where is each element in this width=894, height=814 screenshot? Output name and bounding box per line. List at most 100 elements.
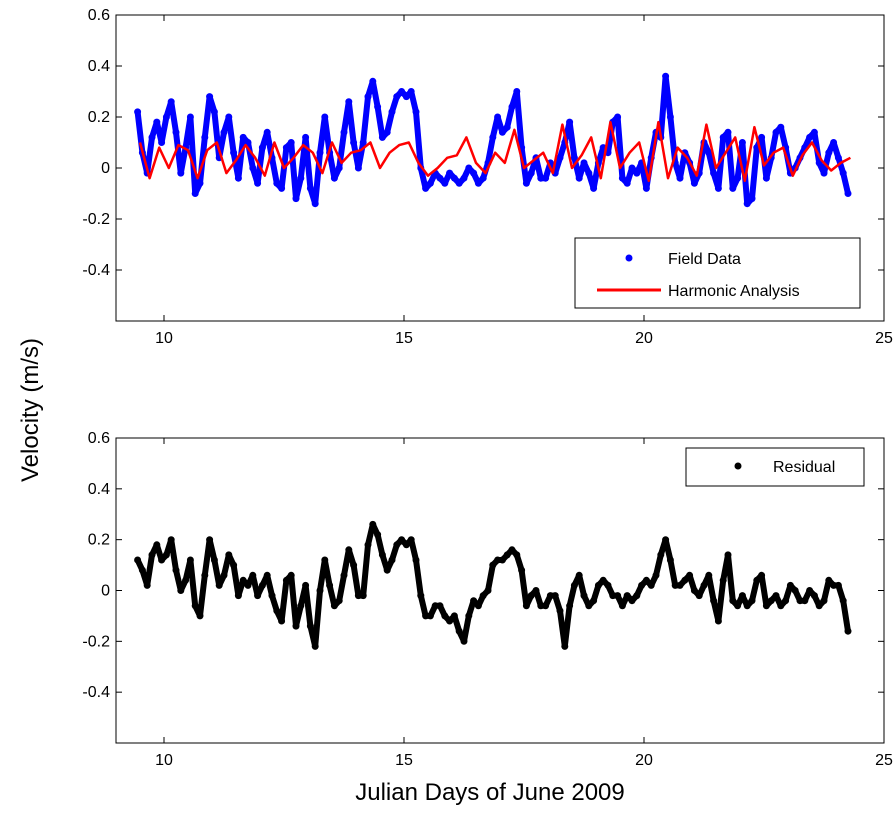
data-point-field-data [474,179,482,187]
data-point-residual [772,592,780,600]
data-point-field-data [369,77,377,85]
data-point-residual [172,566,180,574]
data-point-residual [263,571,271,579]
data-point-residual [806,587,814,594]
data-point-residual [801,597,809,605]
data-point-residual [647,581,655,589]
data-point-residual [182,576,190,584]
data-point-residual [359,592,367,600]
data-point-residual [383,566,391,574]
data-point-residual [810,592,818,600]
data-point-residual [786,581,794,589]
data-point-residual [431,602,439,610]
data-point-residual [662,536,670,544]
data-point-residual [388,556,396,564]
data-point-field-data [738,139,746,146]
data-point-residual [201,571,209,579]
data-point-field-data [388,108,396,116]
data-point-field-data [426,179,434,187]
data-point-residual [311,642,319,650]
data-point-field-data [834,154,842,162]
data-point-residual [177,587,185,594]
data-point-field-data [345,98,353,106]
data-point-residual [503,551,511,559]
data-point-field-data [508,103,516,111]
data-point-field-data [412,108,420,116]
bottom-y-tick-label: 0.2 [88,532,110,549]
data-point-residual [335,597,343,605]
data-point-residual [609,592,617,600]
data-point-residual [839,597,847,605]
data-point-field-data [455,179,463,187]
data-point-residual [566,602,574,610]
data-point-field-data [666,113,674,121]
data-point-residual [556,607,564,615]
data-point-residual [633,592,641,600]
data-point-residual [734,602,742,610]
bottom-x-tick-label: 10 [155,752,173,769]
data-point-residual [762,602,770,610]
data-point-residual [306,622,314,630]
data-point-field-data [734,174,742,182]
data-point-residual [796,597,804,605]
data-point-field-data [239,133,247,141]
bottom-x-tick-label: 25 [875,752,893,769]
data-point-field-data [479,174,487,182]
data-point-residual [186,556,194,564]
data-point-field-data [777,123,785,131]
data-point-residual [412,556,420,564]
data-point-residual [455,627,463,635]
data-point-field-data [825,149,833,157]
data-point-field-data [374,103,382,111]
data-point-field-data [590,184,598,192]
data-point-field-data [724,128,732,136]
data-point-residual [537,602,545,610]
data-point-residual [705,571,713,579]
data-point-field-data [820,169,828,177]
data-point-residual [844,627,852,635]
data-point-residual [695,592,703,600]
data-point-residual [580,592,588,600]
data-point-field-data [570,154,578,162]
data-point-residual [700,581,708,589]
data-point-field-data [206,93,214,101]
data-point-residual [638,581,646,589]
legend-label-residual: Residual [773,459,835,476]
data-point-field-data [618,174,626,182]
data-point-residual [417,592,425,600]
data-point-residual [220,571,228,579]
data-point-field-data [186,113,194,121]
data-point-field-data [710,169,718,177]
data-point-residual [191,602,199,610]
data-point-field-data [158,139,166,146]
data-point-residual [628,597,636,605]
data-point-residual [508,546,516,554]
data-point-residual [278,617,286,625]
data-point-residual [244,581,252,589]
data-point-field-data [134,108,142,116]
data-point-residual [239,576,247,584]
data-point-field-data [662,72,670,80]
data-point-residual [532,587,540,594]
data-point-residual [268,592,276,600]
data-point-residual [498,556,506,564]
bottom-y-tick-label: 0 [101,583,110,600]
data-point-field-data [465,164,473,172]
data-point-field-data [719,133,727,141]
data-point-residual [446,617,454,625]
data-point-field-data [566,118,574,126]
bottom-x-tick-label: 20 [635,752,653,769]
data-point-residual [282,576,290,584]
data-point-field-data [830,139,838,146]
data-point-field-data [407,88,415,95]
data-point-residual [676,581,684,589]
data-point-field-data [398,88,406,95]
data-point-residual [561,642,569,650]
data-point-field-data [321,113,329,121]
data-point-residual [273,607,281,615]
data-point-residual [575,571,583,579]
data-point-residual [398,536,406,544]
data-point-field-data [537,174,545,182]
data-point-field-data [758,133,766,141]
